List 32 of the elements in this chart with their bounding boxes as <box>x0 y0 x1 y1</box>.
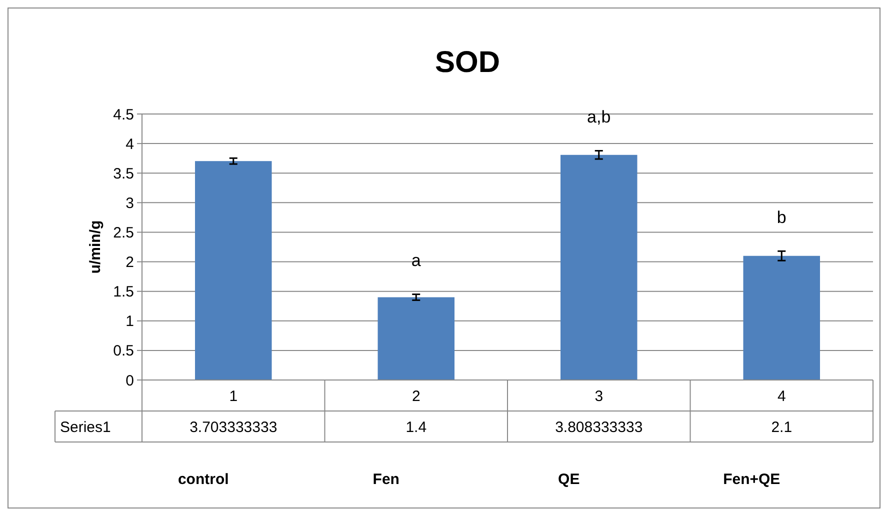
text: Fen+QE <box>723 471 780 488</box>
text: QE <box>558 471 580 488</box>
y-tick-label: 4 <box>126 136 134 153</box>
data-label: 1.4 <box>406 418 427 436</box>
y-tick-label: 1 <box>126 313 134 330</box>
y-tick-label: 2 <box>126 254 134 272</box>
x-tick-label: 2 <box>412 388 420 405</box>
annotation: a <box>411 251 422 270</box>
annotation: a,b <box>587 108 611 127</box>
bar <box>378 297 454 380</box>
text: control <box>178 471 229 488</box>
text: Series1 <box>60 418 111 436</box>
y-tick-label: 3.5 <box>113 165 134 182</box>
chart-title: SOD <box>434 46 500 79</box>
bar <box>560 154 638 380</box>
y-tick-label: 0 <box>126 372 134 390</box>
y-axis-title: u/min/g <box>87 220 104 274</box>
y-tick-label: 3 <box>126 194 134 212</box>
x-tick-label: 1 <box>229 388 238 405</box>
y-tick-label: 1.5 <box>113 284 134 301</box>
data-label: 3.808333333 <box>555 418 643 436</box>
data-label: 3.703333333 <box>190 418 278 436</box>
annotation: b <box>776 208 786 228</box>
x-tick-label: 4 <box>777 388 786 405</box>
bar <box>743 256 820 380</box>
x-tick-label: 3 <box>594 388 604 405</box>
y-tick-label: 2.5 <box>113 224 134 242</box>
data-label: 2.1 <box>771 418 792 436</box>
text: Fen <box>372 471 400 488</box>
y-tick-label: 0.5 <box>113 342 134 360</box>
bar <box>194 161 272 380</box>
y-tick-label: 4.5 <box>113 106 134 124</box>
